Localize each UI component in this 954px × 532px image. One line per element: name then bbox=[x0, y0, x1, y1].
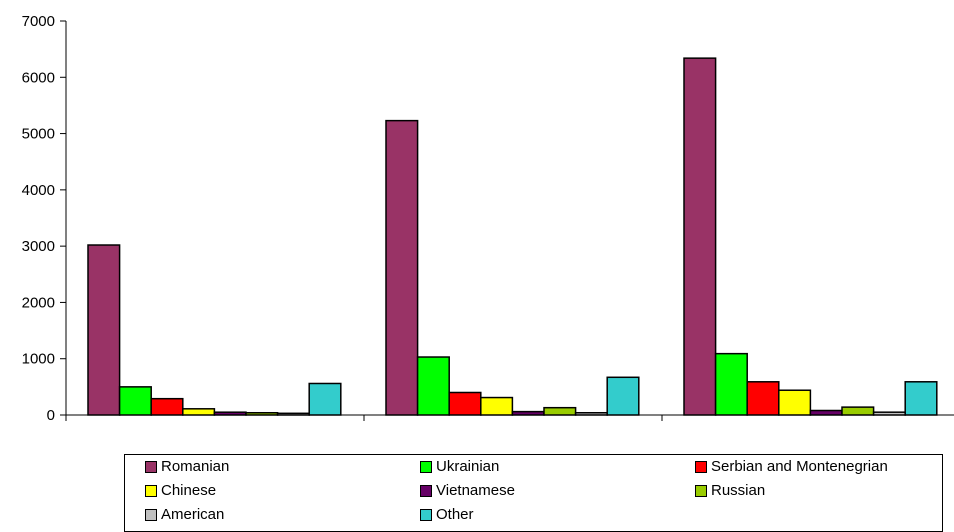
bar-romanian bbox=[386, 121, 418, 415]
legend-swatch bbox=[145, 509, 157, 521]
y-tick-label: 7000 bbox=[22, 13, 55, 30]
bar-chinese bbox=[779, 390, 811, 415]
y-tick-label: 3000 bbox=[22, 238, 55, 255]
legend-label: Serbian and Montenegrian bbox=[711, 458, 888, 475]
bar-other bbox=[309, 383, 341, 415]
legend-item: Chinese bbox=[145, 482, 216, 499]
y-tick-label: 6000 bbox=[22, 69, 55, 86]
legend-item: Romanian bbox=[145, 458, 229, 475]
x-axis bbox=[66, 415, 954, 421]
bar-ukrainian bbox=[120, 387, 152, 415]
bar-serbian-and-montenegrian bbox=[449, 392, 481, 415]
y-axis: 0 1000 2000 3000 4000 5000 6000 7000 bbox=[22, 13, 66, 424]
bar-ukrainian bbox=[418, 357, 450, 415]
legend-item: Other bbox=[420, 506, 474, 523]
bar-romanian bbox=[684, 58, 716, 415]
y-tick-label: 5000 bbox=[22, 126, 55, 143]
bar-russian bbox=[842, 407, 874, 415]
legend-label: American bbox=[161, 506, 224, 523]
bar-romanian bbox=[88, 245, 120, 415]
bar-vietnamese bbox=[512, 412, 544, 415]
bar-american bbox=[278, 413, 310, 415]
y-tick-label: 1000 bbox=[22, 351, 55, 368]
y-tick-label: 4000 bbox=[22, 182, 55, 199]
legend-swatch bbox=[420, 461, 432, 473]
legend-swatch bbox=[145, 461, 157, 473]
bars bbox=[88, 58, 937, 415]
bar-chinese bbox=[481, 398, 513, 415]
legend-item: Ukrainian bbox=[420, 458, 499, 475]
bar-russian bbox=[544, 408, 576, 415]
legend-label: Vietnamese bbox=[436, 482, 515, 499]
legend-swatch bbox=[420, 485, 432, 497]
legend-item: Serbian and Montenegrian bbox=[695, 458, 888, 475]
bar-other bbox=[607, 377, 639, 415]
legend-swatch bbox=[420, 509, 432, 521]
y-tick-label: 2000 bbox=[22, 294, 55, 311]
bar-ukrainian bbox=[716, 354, 748, 415]
legend-label: Romanian bbox=[161, 458, 229, 475]
bar-other bbox=[905, 382, 937, 415]
bar-american bbox=[874, 412, 906, 415]
legend-label: Other bbox=[436, 506, 474, 523]
legend-item: American bbox=[145, 506, 224, 523]
legend-item: Russian bbox=[695, 482, 765, 499]
bar-vietnamese bbox=[810, 410, 842, 415]
legend-label: Russian bbox=[711, 482, 765, 499]
legend-swatch bbox=[695, 461, 707, 473]
legend-label: Ukrainian bbox=[436, 458, 499, 475]
legend-item: Vietnamese bbox=[420, 482, 515, 499]
bar-chinese bbox=[183, 409, 215, 415]
bar-russian bbox=[246, 413, 278, 415]
legend-label: Chinese bbox=[161, 482, 216, 499]
legend-swatch bbox=[695, 485, 707, 497]
bar-serbian-and-montenegrian bbox=[151, 399, 183, 415]
bar-serbian-and-montenegrian bbox=[747, 382, 779, 415]
legend: Romanian Ukrainian Serbian and Montenegria… bbox=[124, 454, 943, 532]
legend-swatch bbox=[145, 485, 157, 497]
bar-vietnamese bbox=[214, 412, 246, 415]
bar-american bbox=[576, 413, 608, 415]
bar-chart: 0 1000 2000 3000 4000 5000 6000 7000 bbox=[0, 0, 954, 450]
y-tick-label: 0 bbox=[47, 407, 55, 424]
